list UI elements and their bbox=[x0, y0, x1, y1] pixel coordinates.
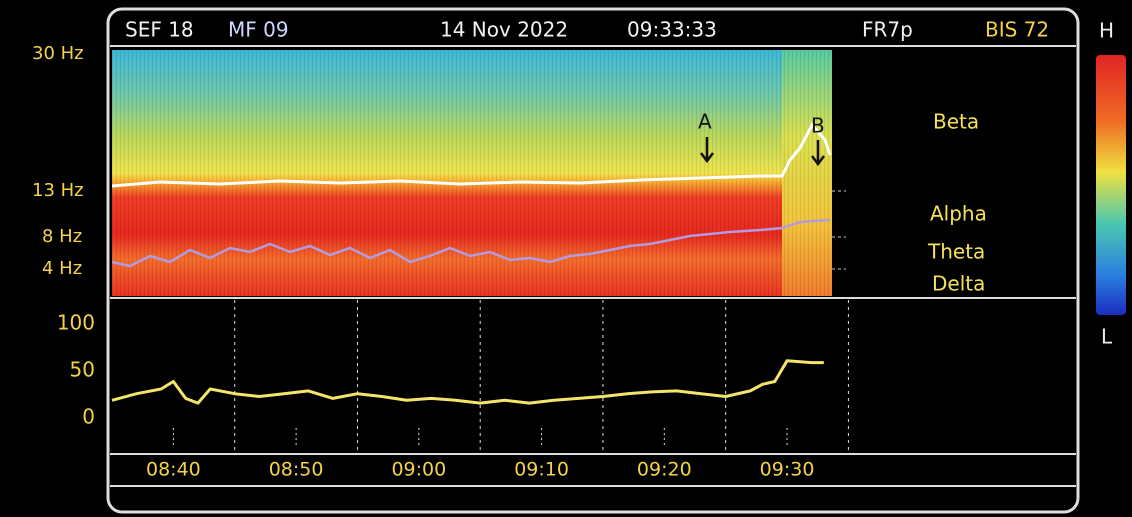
band-label: Delta bbox=[932, 272, 985, 296]
monitor: SEF 18 MF 09 14 Nov 2022 09:33:33 FR7p B… bbox=[0, 0, 1132, 517]
x-tick-label: 08:40 bbox=[146, 459, 201, 481]
bis-readout: BIS 72 bbox=[985, 18, 1049, 42]
x-tick-label: 08:50 bbox=[269, 459, 324, 481]
freq-label: 30 Hz bbox=[32, 43, 84, 64]
y-tick-label: 50 bbox=[70, 358, 95, 382]
band-label: Theta bbox=[927, 240, 985, 264]
scale-high: H bbox=[1099, 19, 1114, 43]
annotation: B bbox=[811, 114, 825, 138]
color-scale bbox=[1096, 55, 1126, 315]
scale-low: L bbox=[1101, 325, 1113, 349]
spectrogram-texture bbox=[112, 50, 832, 296]
x-tick-label: 09:20 bbox=[637, 459, 692, 481]
y-tick-label: 100 bbox=[57, 311, 95, 335]
sef: SEF 18 bbox=[125, 18, 194, 42]
page: { "header": {"sef": "SEF 18", "mf": "MF … bbox=[0, 0, 1132, 517]
freq-label: 13 Hz bbox=[32, 180, 84, 201]
annotation: A bbox=[698, 110, 712, 134]
date: 14 Nov 2022 bbox=[440, 18, 568, 42]
band-label: Beta bbox=[933, 110, 979, 134]
x-tick-label: 09:30 bbox=[760, 459, 815, 481]
band-label: Alpha bbox=[930, 202, 987, 226]
x-tick-label: 09:00 bbox=[391, 459, 446, 481]
bis-line bbox=[112, 361, 824, 403]
mode: FR7p bbox=[862, 18, 913, 42]
clock: 09:33:33 bbox=[627, 18, 717, 42]
freq-label: 8 Hz bbox=[42, 226, 82, 247]
y-tick-label: 0 bbox=[82, 405, 95, 429]
x-tick-label: 09:10 bbox=[514, 459, 569, 481]
mf: MF 09 bbox=[228, 18, 289, 42]
freq-label: 4 Hz bbox=[42, 258, 82, 279]
